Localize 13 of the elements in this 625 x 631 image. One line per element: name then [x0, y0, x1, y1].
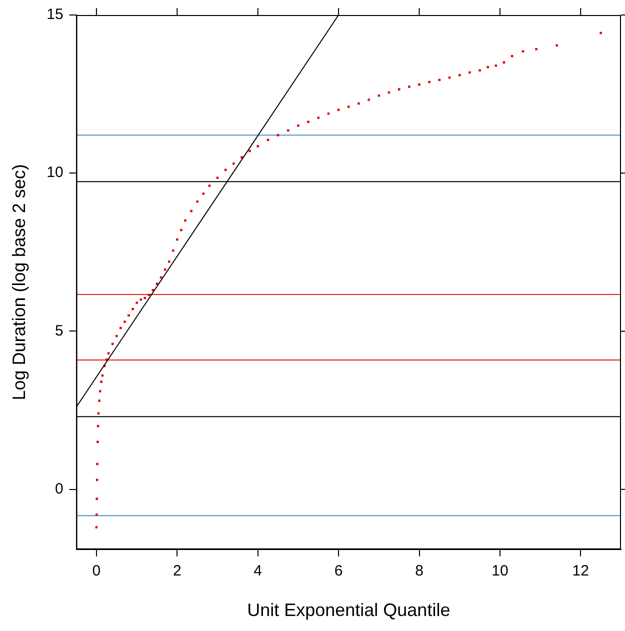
y-tick-label: 10 — [46, 164, 64, 182]
x-tick-label: 6 — [334, 562, 343, 580]
x-tick-label: 4 — [254, 562, 262, 580]
x-tick-label: 12 — [572, 562, 589, 580]
y-tick-label: 0 — [54, 480, 64, 498]
y-axis-title: Log Duration (log base 2 sec) — [8, 164, 29, 400]
x-axis-title: Unit Exponential Quantile — [247, 600, 450, 620]
x-tick-label: 8 — [415, 562, 424, 580]
x-tick-label: 2 — [172, 562, 182, 580]
y-tick-label: 5 — [54, 322, 64, 340]
x-tick-label: 10 — [492, 562, 508, 580]
x-tick-label: 0 — [92, 562, 101, 580]
y-tick-label: 15 — [46, 6, 64, 24]
